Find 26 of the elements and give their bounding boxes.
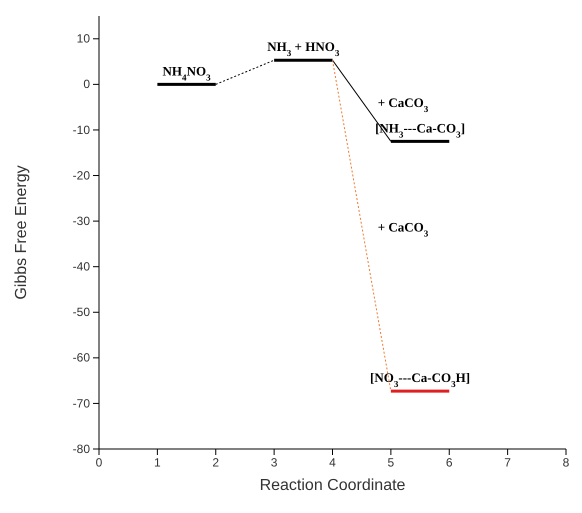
y-tick-label: -10: [72, 122, 90, 137]
x-tick-label: 3: [270, 456, 278, 470]
series-label: + CaCO$_{3}$: [378, 94, 429, 114]
y-tick-label: -30: [72, 214, 90, 228]
y-tick-label: -20: [72, 168, 90, 182]
x-axis-title: Reaction Coordinate: [260, 477, 406, 494]
y-tick-label: -50: [72, 305, 90, 320]
y-axis-title: Gibbs Free Energy: [13, 165, 30, 300]
x-tick-label: 8: [562, 456, 570, 470]
x-tick-label: 1: [154, 456, 162, 470]
x-tick-label: 5: [388, 456, 395, 470]
x-tick-label: 0: [96, 456, 103, 470]
series-label: + CaCO$_{3}$: [378, 220, 429, 239]
y-tick-label: -40: [72, 260, 90, 274]
y-tick-label: -70: [72, 396, 90, 410]
x-tick-label: 2: [212, 456, 220, 470]
y-tick-label: -60: [72, 350, 90, 365]
series-label: [NO$_{3}$---Ca-CO$_{3}$H]: [370, 370, 470, 390]
x-tick-label: 4: [329, 456, 336, 470]
y-tick-label: 0: [83, 77, 90, 92]
series-label: NH$_{4}$NO$_{3}$: [162, 63, 212, 82]
y-tick-label: -80: [72, 442, 90, 456]
series-label: NH$_{3}$ + HNO$_{3}$: [267, 39, 340, 58]
y-tick-label: 10: [76, 32, 90, 46]
x-tick-label: 6: [446, 456, 453, 470]
x-tick-label: 7: [504, 456, 512, 470]
